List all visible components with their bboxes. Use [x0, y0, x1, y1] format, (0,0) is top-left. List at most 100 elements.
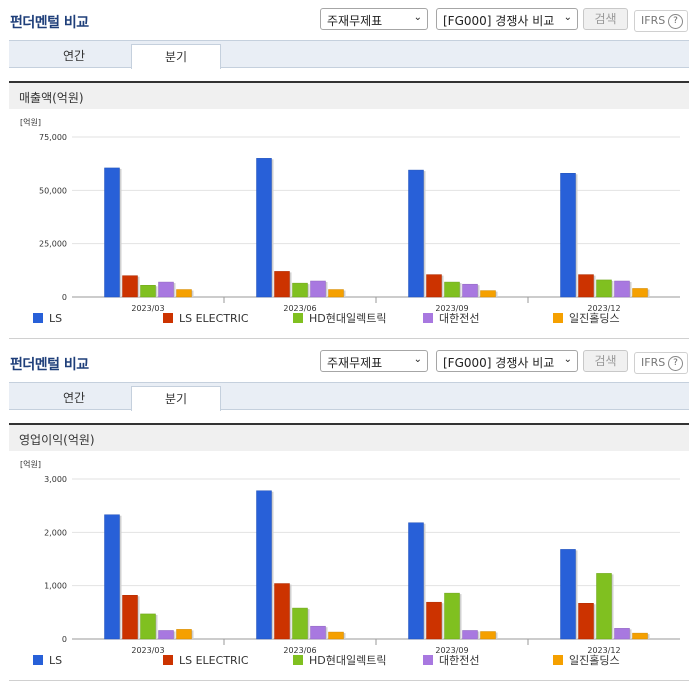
- statement-select[interactable]: 주재무제표 ⌄: [320, 350, 428, 372]
- chevron-down-icon: ⌄: [413, 12, 422, 23]
- ifrs-label: IFRS: [641, 14, 666, 27]
- bar: [122, 595, 138, 640]
- legend-swatch: [423, 313, 433, 323]
- help-icon[interactable]: ?: [668, 14, 683, 29]
- x-tick-label: 2023/03: [131, 304, 164, 313]
- statement-select-value: 주재무제표: [327, 14, 383, 28]
- bar: [176, 289, 192, 298]
- bar: [578, 274, 594, 298]
- revenue-bar-chart: [억원] 0 25,000 50,000 75,000 2023/03 2023/06 202…: [20, 117, 680, 325]
- y-tick-label: 3,000: [44, 475, 67, 484]
- y-tick-label: 50,000: [39, 186, 67, 195]
- ifrs-info[interactable]: IFRS?: [634, 352, 688, 374]
- bar: [444, 592, 460, 640]
- bar: [158, 630, 174, 640]
- bar: [480, 290, 496, 298]
- bar: [632, 288, 648, 298]
- x-tick-label: 2023/06: [283, 646, 316, 655]
- panel-header: 펀더멘털 비교 주재무제표 ⌄ [FG000] 경쟁사 비교 ⌄ 검색 IFRS?: [0, 0, 696, 40]
- period-tabs: 연간 분기: [9, 40, 689, 69]
- bar: [176, 629, 192, 640]
- tab-annual[interactable]: 연간: [62, 391, 86, 405]
- bar: [560, 173, 576, 298]
- bar: [256, 490, 272, 640]
- fundamental-panel-revenue: 펀더멘털 비교 주재무제표 ⌄ [FG000] 경쟁사 비교 ⌄ 검색 IFRS? …: [0, 0, 696, 339]
- bar: [292, 607, 308, 640]
- bar: [408, 522, 424, 640]
- bar: [310, 625, 326, 640]
- ifrs-info[interactable]: IFRS?: [634, 10, 688, 32]
- period-tabs: 연간 분기: [9, 382, 689, 411]
- x-tick-label: 2023/12: [587, 646, 620, 655]
- legend-label: 일진홀딩스: [569, 311, 620, 325]
- operating-profit-bar-chart: [억원] 0 1,000 2,000 3,000 2023/03 2023/06 2023/0…: [20, 459, 680, 667]
- chevron-down-icon: ⌄: [563, 12, 572, 23]
- x-tick-label: 2023/09: [435, 304, 468, 313]
- legend-label: LS ELECTRIC: [179, 654, 249, 667]
- search-button[interactable]: 검색: [583, 8, 628, 30]
- legend-swatch: [33, 313, 43, 323]
- legend-label: 일진홀딩스: [569, 653, 620, 667]
- statement-select-value: 주재무제표: [327, 356, 383, 370]
- legend-swatch: [163, 655, 173, 665]
- bar: [614, 628, 630, 640]
- compare-select-value: [FG000] 경쟁사 비교: [443, 14, 555, 28]
- compare-select-value: [FG000] 경쟁사 비교: [443, 356, 555, 370]
- bar: [462, 283, 478, 298]
- bar: [596, 279, 612, 298]
- bar: [578, 603, 594, 640]
- y-tick-label: 2,000: [44, 528, 67, 537]
- section-header: 매출액(억원): [9, 81, 689, 109]
- legend-label: 대한전선: [439, 654, 479, 667]
- x-tick-label: 2023/09: [435, 646, 468, 655]
- bar: [292, 282, 308, 298]
- bar: [140, 285, 156, 298]
- tab-quarterly[interactable]: 분기: [131, 44, 221, 69]
- x-tick-label: 2023/03: [131, 646, 164, 655]
- bar: [426, 274, 442, 298]
- y-unit-label: [억원]: [20, 459, 41, 469]
- bar: [614, 280, 630, 298]
- legend-label: HD현대일렉트릭: [309, 653, 386, 667]
- bar: [140, 613, 156, 640]
- bar: [328, 289, 344, 298]
- legend-label: LS: [49, 654, 62, 667]
- bar: [632, 632, 648, 640]
- section-header: 영업이익(억원): [9, 423, 689, 451]
- bar: [444, 281, 460, 298]
- bar: [426, 601, 442, 640]
- help-icon[interactable]: ?: [668, 356, 683, 371]
- y-tick-label: 1,000: [44, 582, 67, 591]
- y-tick-label: 75,000: [39, 133, 67, 142]
- search-button[interactable]: 검색: [583, 350, 628, 372]
- divider: [9, 680, 689, 681]
- bar: [256, 158, 272, 298]
- legend-swatch: [553, 655, 563, 665]
- bar: [462, 630, 478, 640]
- y-tick-label: 0: [62, 635, 67, 644]
- legend-swatch: [33, 655, 43, 665]
- legend-swatch: [293, 313, 303, 323]
- chevron-down-icon: ⌄: [563, 354, 572, 365]
- bar: [596, 573, 612, 640]
- bar: [158, 281, 174, 298]
- section-title: 영업이익(억원): [19, 433, 95, 447]
- panel-title: 펀더멘털 비교: [10, 357, 89, 373]
- panel-title: 펀더멘털 비교: [10, 15, 89, 31]
- bar: [104, 167, 120, 298]
- compare-select[interactable]: [FG000] 경쟁사 비교 ⌄: [436, 350, 578, 372]
- statement-select[interactable]: 주재무제표 ⌄: [320, 8, 428, 30]
- bar: [274, 271, 290, 298]
- tab-annual[interactable]: 연간: [62, 49, 86, 63]
- panel-header: 펀더멘털 비교 주재무제표 ⌄ [FG000] 경쟁사 비교 ⌄ 검색 IFRS?: [0, 342, 696, 382]
- divider: [9, 338, 689, 339]
- legend-swatch: [423, 655, 433, 665]
- section-title: 매출액(억원): [19, 91, 84, 105]
- bar: [408, 169, 424, 298]
- bar: [104, 514, 120, 640]
- bar: [560, 549, 576, 640]
- compare-select[interactable]: [FG000] 경쟁사 비교 ⌄: [436, 8, 578, 30]
- tab-quarterly[interactable]: 분기: [131, 386, 221, 411]
- legend-swatch: [553, 313, 563, 323]
- x-tick-label: 2023/12: [587, 304, 620, 313]
